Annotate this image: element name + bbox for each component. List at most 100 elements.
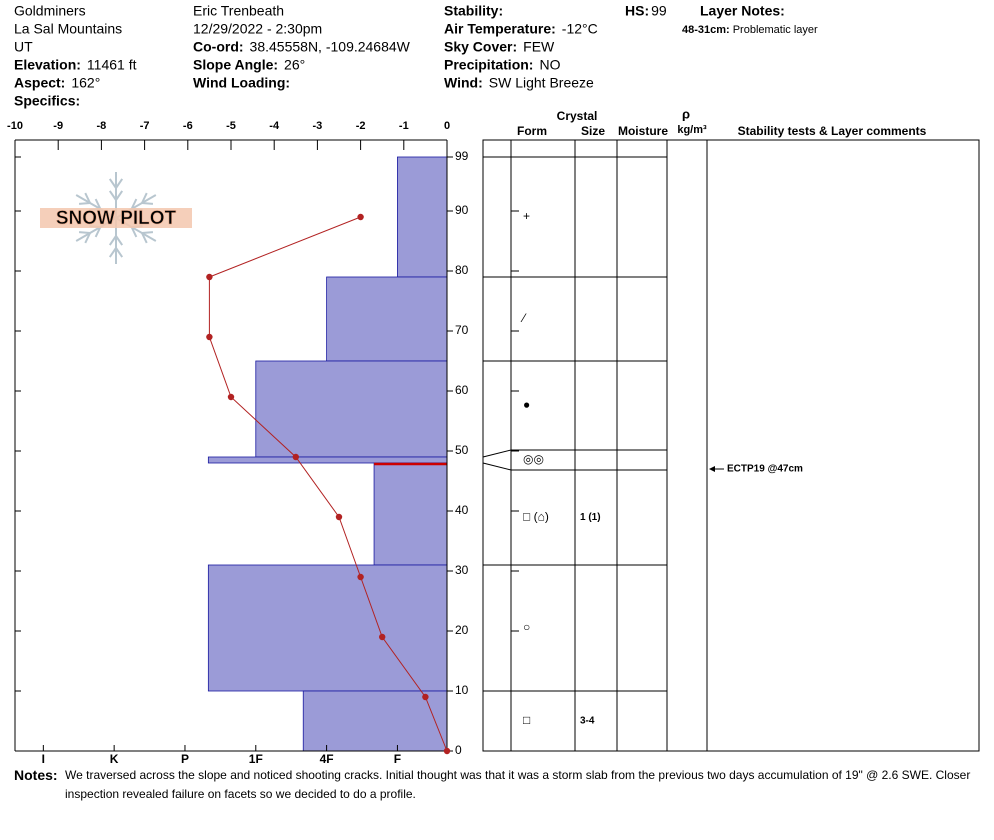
temperature-point xyxy=(227,393,235,401)
grain-size: 1 (1) xyxy=(580,512,601,523)
field-value: SW Light Breeze xyxy=(489,75,594,91)
field-label: Wind Loading: xyxy=(193,75,290,91)
hardness-tick-label: K xyxy=(110,752,119,766)
y-tick-label: 40 xyxy=(455,503,469,517)
field-value: Goldminers xyxy=(14,3,86,19)
logo-flake xyxy=(130,198,138,210)
hardness-tick-label: P xyxy=(181,752,189,766)
snow-profile: Goldminers La Sal Mountains UT Elevation: 11… xyxy=(7,3,980,766)
logo-flake xyxy=(84,192,91,204)
temperature-point xyxy=(206,333,213,341)
grain-size: 3-4 xyxy=(580,716,595,727)
hs-value: 99 xyxy=(651,3,667,19)
header-crystal: Crystal xyxy=(557,109,598,123)
x-tick-label: 0 xyxy=(444,120,450,132)
field-value: 12/29/2022 - 2:30pm xyxy=(193,21,322,37)
hardness-tick-label: F xyxy=(394,752,401,766)
layer-boundary xyxy=(482,462,667,471)
field-label: Specifics: xyxy=(14,93,80,109)
field-value: UT xyxy=(14,39,33,55)
test-arrowhead xyxy=(709,466,715,472)
notes-text: We traversed across the slope and notice… xyxy=(65,768,971,801)
logo-flake xyxy=(84,232,91,244)
header-rho: ρ xyxy=(682,106,690,121)
layer-note-text: Problematic layer xyxy=(733,24,818,36)
x-tick-label: -9 xyxy=(53,120,63,132)
field-label: Wind: xyxy=(444,75,483,91)
hardness-bar xyxy=(255,360,448,458)
field-value: NO xyxy=(539,57,560,73)
logo-flake xyxy=(108,247,117,258)
logo-band xyxy=(40,208,192,228)
field-value: Eric Trenbeath xyxy=(193,3,284,19)
y-tick-label: 90 xyxy=(455,203,469,217)
test-label: ECTP19 @47cm xyxy=(727,464,803,475)
x-tick-label: -10 xyxy=(7,120,23,132)
field-value: 11461 ft xyxy=(87,57,137,73)
field-label: Elevation: xyxy=(14,57,81,73)
y-tick-label: 20 xyxy=(455,623,469,637)
hardness-bar xyxy=(326,276,448,362)
grain-form: ◎◎ xyxy=(523,452,544,466)
hardness-bar xyxy=(397,156,448,278)
field-label: Precipitation: xyxy=(444,57,533,73)
temperature-point xyxy=(357,213,364,221)
x-tick-label: -6 xyxy=(183,120,193,132)
hardness-tick-label: 4F xyxy=(320,752,334,766)
temperature-point xyxy=(443,747,451,755)
notes-label: Notes: xyxy=(14,767,58,783)
field-label: Slope Angle: xyxy=(193,57,278,73)
field-value: La Sal Mountains xyxy=(14,21,122,37)
header-density-unit: kg/m³ xyxy=(677,124,707,136)
hs-label: HS: xyxy=(625,3,649,19)
y-tick-label: 10 xyxy=(455,683,469,697)
y-tick-label: 60 xyxy=(455,383,469,397)
field-value: FEW xyxy=(523,39,555,55)
logo-flake xyxy=(115,235,124,246)
y-tick-label: 30 xyxy=(455,563,469,577)
logo-flake xyxy=(115,190,124,201)
hardness-bar xyxy=(207,456,448,464)
hardness-bar xyxy=(207,564,448,692)
field-label: Co-ord: xyxy=(193,39,244,55)
x-tick-label: -2 xyxy=(356,120,366,132)
temperature-point xyxy=(292,453,299,461)
field-value: 38.45558N, -109.24684W xyxy=(250,39,411,55)
logo: SNOW PILOT xyxy=(40,172,192,264)
temperature-point xyxy=(422,693,429,701)
logo-flake xyxy=(94,198,102,210)
grain-form: ○ xyxy=(523,620,530,634)
grain-form: + xyxy=(523,209,530,223)
logo-flake xyxy=(78,202,91,205)
hardness-tick-label: 1F xyxy=(249,752,263,766)
x-tick-label: -3 xyxy=(313,120,323,132)
field-value: -12°C xyxy=(562,21,598,37)
layer-note-depth: 48-31cm: xyxy=(682,24,730,36)
x-tick-label: -4 xyxy=(269,120,280,132)
logo-flake xyxy=(108,178,117,189)
y-tick-label: 99 xyxy=(455,149,469,163)
y-tick-label: 80 xyxy=(455,263,469,277)
logo-flake xyxy=(108,235,117,246)
notes: Notes: We traversed across the slope and… xyxy=(14,766,986,804)
logo-flake xyxy=(141,231,154,234)
logo-text: SNOW PILOT xyxy=(56,208,177,229)
logo-flake xyxy=(141,202,154,205)
x-tick-label: -7 xyxy=(140,120,150,132)
logo-flake xyxy=(78,231,91,234)
logo-flake xyxy=(108,190,117,201)
header-comments: Stability tests & Layer comments xyxy=(738,124,927,138)
temperature-point xyxy=(379,633,386,641)
temperature-point xyxy=(335,513,343,521)
logo-flake xyxy=(115,178,124,189)
logo-flake xyxy=(130,226,138,238)
logo-flake xyxy=(141,232,148,244)
grain-form: ⁄ xyxy=(520,311,527,325)
field-label: Aspect: xyxy=(14,75,65,91)
x-tick-label: -1 xyxy=(399,120,409,132)
temperature-line xyxy=(208,216,448,752)
hardness-bar xyxy=(373,462,448,566)
x-tick-label: -5 xyxy=(226,120,236,132)
logo-flake xyxy=(141,192,148,204)
